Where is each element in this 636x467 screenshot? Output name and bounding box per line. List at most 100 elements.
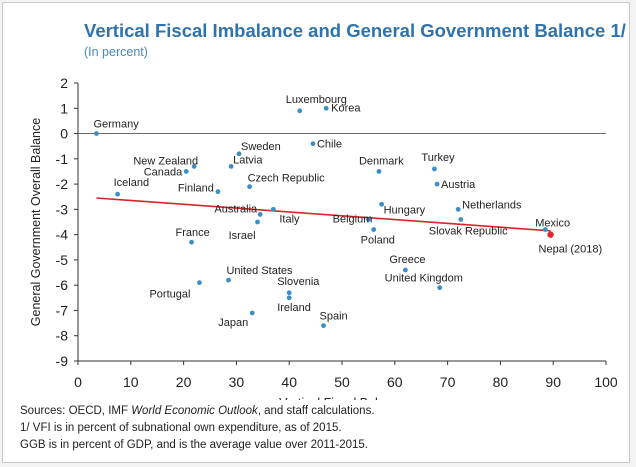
point-label: Italy [279,213,300,225]
point-label: Canada [144,166,183,178]
data-point [437,285,443,291]
point-label: New Zealand [133,155,198,167]
data-point [376,169,382,174]
sources-note: Sources: OECD, IMF World Economic Outloo… [20,403,375,420]
data-point [236,151,242,157]
point-label: Japan [218,317,248,329]
chart-title: Vertical Fiscal Imbalance and General Go… [84,20,626,41]
data-point [228,164,234,169]
x-tick-label: 0 [74,374,82,390]
point-label: Turkey [421,152,455,164]
data-point [191,164,197,169]
point-label: Spain [320,311,348,323]
point-label: Austria [441,179,476,191]
data-point [226,277,231,283]
y-axis-label: General Government Overall Balance [29,118,43,326]
data-point [542,227,548,232]
x-tick-label: 90 [545,374,561,390]
x-tick-label: 20 [176,374,192,390]
footnote-2: GGB is in percent of GDP, and is the ave… [20,439,368,451]
y-tick-label: -9 [56,353,69,369]
x-tick-label: 10 [123,374,139,390]
point-label: Czech Republic [248,173,326,185]
scatter-chart: 210-1-2-3-4-5-6-7-8-90 10 20 30 40 50 60 70 80 90… [29,75,618,400]
data-point [323,105,329,111]
x-tick-label: 60 [387,374,403,390]
data-point [94,131,99,136]
point-label: Luxembourg [286,94,347,106]
sources-suffix: , and staff calculations. [257,405,375,417]
data-point [249,310,255,316]
point-label: Portugal [149,289,190,301]
y-tick-label: -2 [56,176,69,192]
chart-subtitle: (In percent) [84,45,148,59]
point-label: Mexico [535,218,570,230]
trend-line [96,197,551,232]
point-label: Ireland [277,302,311,314]
y-tick-label: 0 [60,126,68,142]
chart-notes: Sources: OECD, IMF World Economic Outloo… [20,403,375,454]
point-label: Korea [331,102,361,114]
y-tick-label: 1 [60,100,68,116]
sources-prefix: Sources: OECD, IMF [20,405,132,417]
data-point [297,108,303,114]
x-tick-label: 70 [440,374,456,390]
data-point [321,323,326,329]
data-point [286,290,292,296]
point-label: Chile [317,139,342,151]
data-point [310,141,316,147]
point-label: Slovak Republic [429,225,508,237]
data-point [547,231,554,238]
point-label: Belgium [333,213,373,225]
data-point [371,227,377,232]
x-tick-label: 40 [281,374,297,390]
sources-italic: World Economic Outlook [131,405,258,417]
y-tick-label: -1 [56,151,69,167]
data-point [366,217,371,222]
point-label: Israel [229,230,256,242]
data-point [197,280,202,286]
x-tick-label: 100 [594,374,618,390]
point-label: Hungary [384,204,426,216]
data-point [183,169,189,174]
data-point [379,201,384,207]
footnote-1: 1/ VFI is in percent of subnational own … [20,422,342,434]
point-label: Slovenia [277,276,320,288]
y-tick-label: 2 [60,75,68,91]
y-tick-label: -3 [56,201,69,217]
point-label: Germany [93,119,139,131]
data-point [115,191,120,197]
data-point [286,295,292,301]
point-label: Sweden [241,141,281,153]
y-tick-label: -6 [56,277,69,293]
data-point [189,239,194,245]
data-point [247,184,253,190]
data-point [458,217,464,222]
data-point [402,267,408,273]
point-label: Latvia [233,154,263,166]
y-tick-label: -4 [56,227,69,243]
point-label: Netherlands [462,199,522,211]
point-label: Poland [361,235,395,247]
x-axis-label: Vertical Fiscal Balance [279,396,405,400]
point-label: Finland [178,183,214,195]
data-point [270,206,276,212]
data-point [255,219,260,225]
point-label: Nepal (2018) [539,244,603,256]
point-label: United States [226,265,293,277]
data-point [434,181,440,187]
data-point [215,189,221,195]
point-label: United Kingdom [385,273,463,285]
point-label: Australia [214,203,258,215]
chart-frame [2,2,630,463]
point-label: Denmark [359,155,404,167]
y-tick-label: -8 [56,328,69,344]
data-point [432,166,437,172]
data-point [455,206,461,212]
point-label: Iceland [114,177,149,189]
point-label: France [176,227,210,239]
x-tick-label: 30 [229,374,245,390]
x-tick-label: 50 [334,374,350,390]
x-tick-label: 80 [493,374,509,390]
y-tick-label: -7 [56,302,69,318]
